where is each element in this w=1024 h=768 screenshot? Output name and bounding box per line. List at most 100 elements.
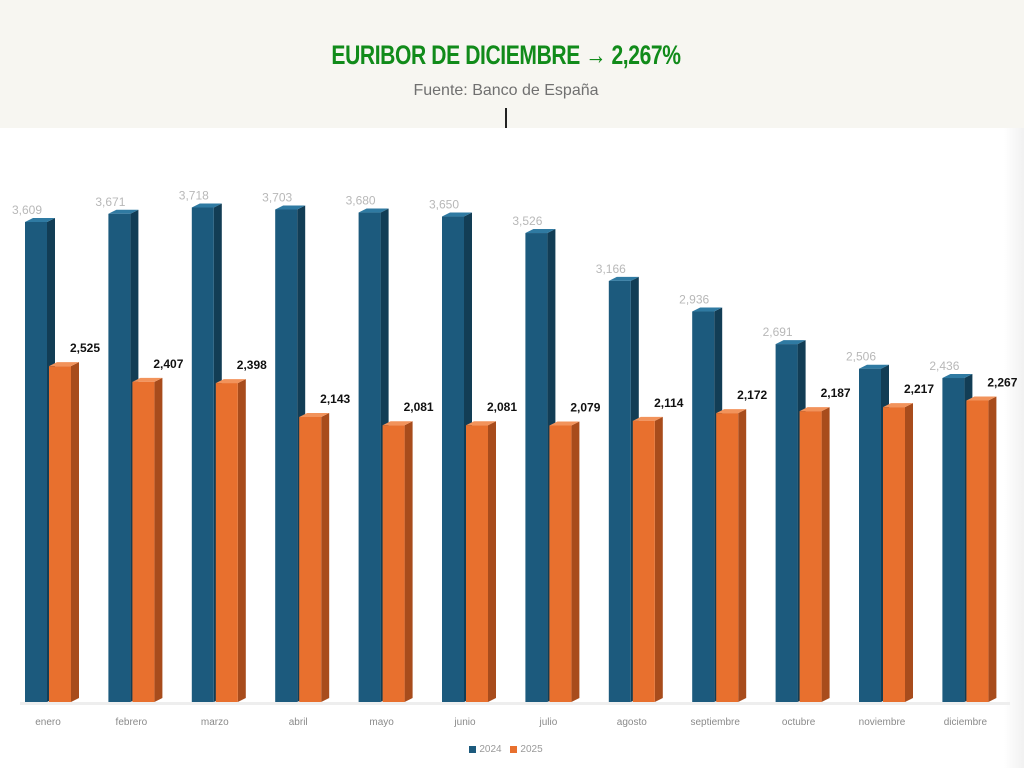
data-label-2025-agosto: 2,114 <box>654 396 684 410</box>
bar-top-2024-marzo <box>191 203 222 208</box>
bar-top-2025-mayo <box>382 421 413 426</box>
data-label-2025-mayo: 2,081 <box>404 400 434 414</box>
bar-side-2025-enero <box>71 362 79 702</box>
bar-2024-febrero <box>108 213 131 702</box>
bar-top-2024-abril <box>275 205 306 210</box>
legend-label-2024: 2024 <box>479 744 502 755</box>
bar-side-2025-agosto <box>654 416 663 702</box>
bar-side-2025-mayo <box>404 421 413 702</box>
bar-top-2024-agosto <box>608 276 639 281</box>
x-tick-label-abril: abril <box>289 717 308 728</box>
x-tick-label-enero: enero <box>35 717 61 728</box>
bar-side-2025-julio <box>571 421 580 702</box>
data-label-2025-enero: 2,525 <box>70 341 100 355</box>
data-label-2025-febrero: 2,407 <box>153 357 183 371</box>
data-label-2025-julio: 2,079 <box>570 400 600 414</box>
x-tick-label-diciembre: diciembre <box>944 717 988 728</box>
bar-2025-julio <box>549 425 572 702</box>
bar-top-2024-octubre <box>775 340 806 345</box>
bar-side-2025-febrero <box>154 377 163 702</box>
data-label-2024-septiembre: 2,936 <box>679 293 709 307</box>
x-tick-label-junio: junio <box>453 717 476 728</box>
data-label-2024-enero: 3,609 <box>12 203 42 217</box>
x-tick-label-septiembre: septiembre <box>690 717 740 728</box>
bar-top-2025-enero <box>49 362 79 367</box>
data-label-2024-julio: 3,526 <box>512 214 542 228</box>
bar-2024-abril <box>275 209 298 702</box>
bar-top-2024-febrero <box>108 209 139 214</box>
bar-side-2025-septiembre <box>738 409 747 702</box>
bar-2025-noviembre <box>883 407 905 702</box>
data-label-2024-mayo: 3,680 <box>346 194 376 208</box>
chart-legend: 2024 2025 <box>0 744 1012 755</box>
x-tick-label-mayo: mayo <box>369 717 394 728</box>
bar-top-2024-diciembre <box>942 374 973 379</box>
chart-header <box>0 0 1024 128</box>
data-label-2025-octubre: 2,187 <box>821 386 851 400</box>
bar-2024-enero <box>25 222 47 703</box>
bar-2024-julio <box>525 233 548 703</box>
bar-top-2025-octubre <box>799 407 830 412</box>
data-label-2024-octubre: 2,691 <box>763 325 793 339</box>
bar-2025-marzo <box>215 383 238 702</box>
data-label-2024-agosto: 3,166 <box>596 262 626 276</box>
data-label-2025-septiembre: 2,172 <box>737 388 767 402</box>
bar-top-2024-junio <box>442 212 472 217</box>
bar-top-2024-enero <box>25 218 55 223</box>
bar-2025-mayo <box>382 425 405 702</box>
bar-2024-noviembre <box>859 368 881 702</box>
x-tick-label-febrero: febrero <box>116 717 148 728</box>
bar-2025-octubre <box>799 411 822 702</box>
bar-2024-junio <box>442 216 464 703</box>
data-label-2025-marzo: 2,398 <box>237 358 267 372</box>
bar-2025-febrero <box>132 381 155 702</box>
bar-2025-diciembre <box>966 400 989 702</box>
legend-swatch-2024 <box>469 745 477 753</box>
bar-2024-octubre <box>775 344 798 702</box>
bar-2024-mayo <box>358 212 381 702</box>
data-label-2024-abril: 3,703 <box>262 191 292 205</box>
right-edge-shadow <box>1004 128 1024 768</box>
bar-2025-enero <box>49 366 71 702</box>
bar-top-2025-abril <box>299 412 330 417</box>
header-divider-mark <box>505 108 507 128</box>
chart-title: EURIBOR DE DICIEMBRE → 2,267% <box>331 40 681 70</box>
legend-swatch-2025 <box>510 745 518 753</box>
data-label-2025-diciembre: 2,267 <box>987 375 1017 389</box>
bar-side-2025-marzo <box>237 379 246 702</box>
x-tick-label-agosto: agosto <box>617 717 647 728</box>
bar-top-2025-noviembre <box>883 403 913 408</box>
bar-2024-diciembre <box>942 378 965 702</box>
data-label-2025-junio: 2,081 <box>487 400 517 414</box>
bar-top-2025-marzo <box>215 379 246 384</box>
bar-top-2025-julio <box>549 421 580 426</box>
bar-2025-junio <box>466 425 488 702</box>
data-label-2024-junio: 3,650 <box>429 198 459 212</box>
chart-source: Fuente: Banco de España <box>413 82 599 99</box>
bar-top-2025-agosto <box>632 416 663 421</box>
bar-2024-agosto <box>608 280 631 702</box>
bar-top-2025-junio <box>466 421 496 426</box>
bar-top-2024-noviembre <box>859 364 889 369</box>
bar-2025-agosto <box>632 420 655 702</box>
data-label-2025-abril: 2,143 <box>320 392 350 406</box>
data-label-2025-noviembre: 2,217 <box>904 382 934 396</box>
bar-top-2025-diciembre <box>966 396 997 401</box>
bar-2025-septiembre <box>716 413 739 702</box>
bar-top-2024-julio <box>525 229 556 234</box>
data-label-2024-noviembre: 2,506 <box>846 350 876 364</box>
legend-label-2025: 2025 <box>520 744 543 755</box>
data-label-2024-marzo: 3,718 <box>179 189 209 203</box>
bar-side-2025-octubre <box>821 407 830 702</box>
chart-floor <box>20 702 1010 705</box>
bar-side-2025-noviembre <box>905 403 913 702</box>
bar-2024-septiembre <box>692 311 715 702</box>
bar-side-2025-diciembre <box>988 396 997 702</box>
x-tick-label-marzo: marzo <box>201 717 229 728</box>
bar-top-2025-septiembre <box>716 409 747 414</box>
data-label-2024-diciembre: 2,436 <box>929 359 959 373</box>
legend-item-2025: 2025 <box>510 744 543 755</box>
legend-item-2024: 2024 <box>469 744 502 755</box>
bar-top-2024-mayo <box>358 208 389 213</box>
x-tick-label-noviembre: noviembre <box>859 717 906 728</box>
